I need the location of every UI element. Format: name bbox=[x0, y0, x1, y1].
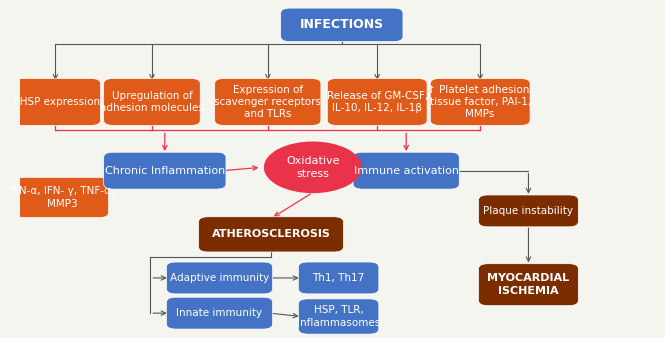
FancyBboxPatch shape bbox=[166, 297, 273, 329]
Text: MYOCARDIAL
ISCHEMIA: MYOCARDIAL ISCHEMIA bbox=[487, 273, 569, 296]
FancyBboxPatch shape bbox=[353, 152, 460, 189]
Text: Plaque instability: Plaque instability bbox=[483, 206, 573, 216]
Text: Immune activation: Immune activation bbox=[354, 166, 459, 176]
Text: ↑ Platelet adhesion,
tissue factor, PAI-1,
MMPs: ↑ Platelet adhesion, tissue factor, PAI-… bbox=[428, 84, 533, 119]
Text: Upregulation of
adhesion molecules: Upregulation of adhesion molecules bbox=[100, 91, 204, 113]
FancyBboxPatch shape bbox=[430, 78, 530, 125]
FancyBboxPatch shape bbox=[299, 299, 379, 334]
FancyBboxPatch shape bbox=[479, 195, 579, 227]
Text: HSP, TLR,
Inflammasomes: HSP, TLR, Inflammasomes bbox=[297, 305, 380, 328]
Circle shape bbox=[265, 142, 361, 192]
FancyBboxPatch shape bbox=[215, 78, 321, 125]
FancyBboxPatch shape bbox=[11, 78, 100, 125]
FancyBboxPatch shape bbox=[104, 78, 200, 125]
Text: Adaptive immunity: Adaptive immunity bbox=[170, 273, 269, 283]
Text: Th1, Th17: Th1, Th17 bbox=[313, 273, 364, 283]
Text: Release of GM-CSF,
IL-10, IL-12, IL-1β: Release of GM-CSF, IL-10, IL-12, IL-1β bbox=[327, 91, 428, 113]
FancyBboxPatch shape bbox=[199, 217, 343, 252]
FancyBboxPatch shape bbox=[299, 262, 379, 294]
Text: IFN-α, IFN- γ, TNF-α,
MMP3: IFN-α, IFN- γ, TNF-α, MMP3 bbox=[10, 186, 114, 209]
FancyBboxPatch shape bbox=[166, 262, 273, 294]
FancyBboxPatch shape bbox=[281, 8, 403, 42]
FancyBboxPatch shape bbox=[479, 264, 579, 306]
Text: Innate immunity: Innate immunity bbox=[176, 308, 263, 318]
Text: Expression of
scavenger receptors
and TLRs: Expression of scavenger receptors and TL… bbox=[214, 84, 321, 119]
Text: ATHEROSCLEROSIS: ATHEROSCLEROSIS bbox=[211, 230, 331, 239]
FancyBboxPatch shape bbox=[104, 152, 226, 189]
FancyBboxPatch shape bbox=[15, 177, 108, 218]
Text: Chronic Inflammation: Chronic Inflammation bbox=[104, 166, 225, 176]
Text: Oxidative
stress: Oxidative stress bbox=[286, 156, 340, 179]
Text: ↑HSP expression: ↑HSP expression bbox=[11, 97, 100, 107]
Text: INFECTIONS: INFECTIONS bbox=[300, 18, 384, 31]
FancyBboxPatch shape bbox=[327, 78, 427, 125]
